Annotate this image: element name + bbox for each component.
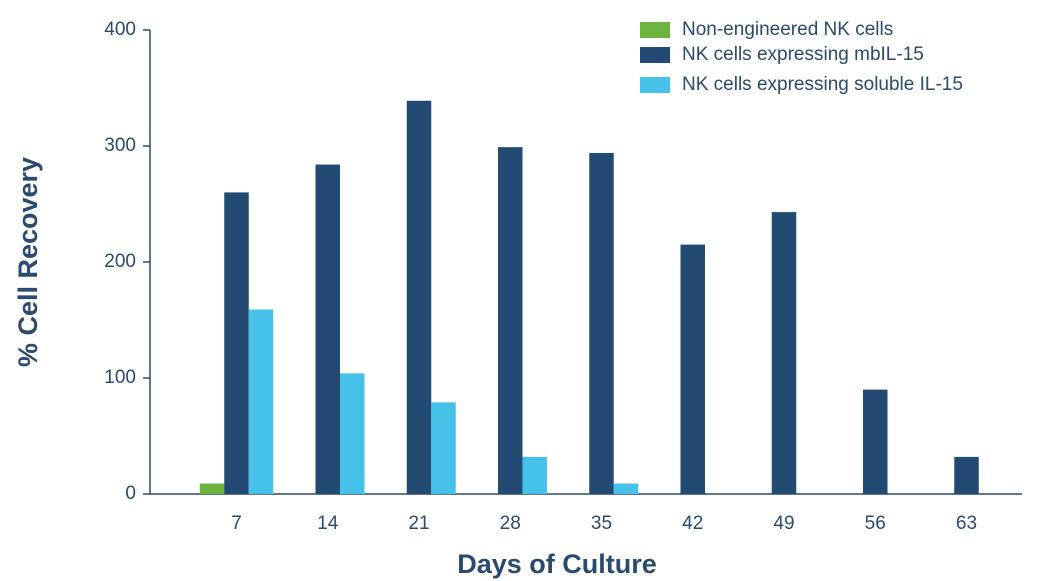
x-tick-label: 49 bbox=[773, 513, 794, 534]
y-tick-label: 200 bbox=[104, 251, 136, 272]
bar bbox=[680, 244, 705, 494]
x-tick-label: 21 bbox=[408, 513, 429, 534]
y-tick-label: 300 bbox=[104, 135, 136, 156]
legend-swatch bbox=[640, 47, 670, 63]
x-tick-label: 14 bbox=[317, 513, 339, 534]
bar bbox=[522, 456, 547, 494]
bar bbox=[589, 152, 614, 494]
legend-label: Non-engineered NK cells bbox=[682, 19, 893, 40]
y-tick-label: 0 bbox=[125, 483, 136, 504]
legend-swatch bbox=[640, 77, 670, 93]
bar bbox=[954, 456, 979, 494]
bar bbox=[224, 192, 249, 494]
y-tick-label: 100 bbox=[104, 367, 136, 388]
x-tick-label: 56 bbox=[865, 513, 886, 534]
bar bbox=[340, 373, 365, 494]
bar bbox=[406, 100, 432, 494]
x-axis-label: Days of Culture bbox=[457, 549, 657, 579]
legend-label: NK cells expressing mbIL-15 bbox=[682, 44, 924, 65]
legend-swatch bbox=[640, 22, 670, 38]
y-tick-label: 400 bbox=[104, 19, 136, 40]
legend-label: NK cells expressing soluble IL-15 bbox=[682, 74, 963, 95]
bar bbox=[248, 309, 274, 494]
y-axis-label: % Cell Recovery bbox=[13, 157, 43, 367]
bar bbox=[863, 389, 888, 494]
x-tick-label: 63 bbox=[956, 513, 977, 534]
x-tick-label: 35 bbox=[591, 513, 612, 534]
x-tick-label: 28 bbox=[500, 513, 521, 534]
bar bbox=[613, 483, 639, 494]
bar bbox=[431, 402, 456, 494]
x-tick-label: 7 bbox=[231, 513, 242, 534]
bar bbox=[315, 164, 340, 494]
bar bbox=[498, 147, 523, 494]
bar bbox=[199, 483, 225, 494]
x-tick-label: 42 bbox=[682, 513, 703, 534]
bar bbox=[771, 212, 797, 494]
